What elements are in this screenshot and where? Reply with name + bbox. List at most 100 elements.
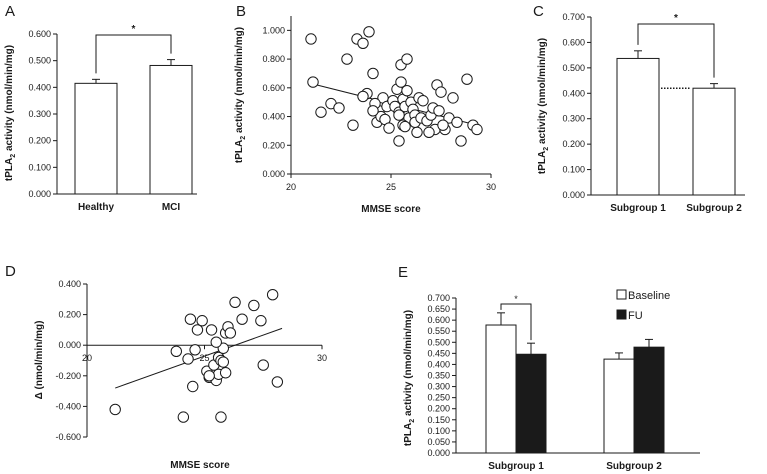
legend-swatch-fu [616, 309, 627, 320]
b-data-point [423, 126, 435, 139]
a-y-tick-label: 0.000 [28, 189, 51, 199]
b-y-tick-label: 0.400 [262, 112, 285, 122]
b-data-point [411, 126, 423, 139]
legend: Baseline FU [616, 289, 670, 322]
c-y-tick-label: 0.000 [562, 190, 585, 200]
e-y-tick-label: 0.050 [427, 437, 450, 447]
a-y-tick-label: 0.400 [28, 82, 51, 92]
d-data-point [189, 344, 201, 356]
d-y-tick-label: 0.000 [58, 340, 81, 350]
b-data-point [471, 123, 483, 136]
e-y-tick-label: 0.100 [427, 426, 450, 436]
d-data-point [187, 380, 199, 393]
b-data-point [357, 90, 369, 103]
b-data-point [367, 105, 379, 117]
b-data-point [341, 53, 353, 65]
e-bar-fu [515, 353, 547, 454]
e-y-tick-label: 0.200 [427, 404, 450, 414]
panel-e-y-axis-label: tPLA2 activity (nmol/min/mg) [403, 310, 416, 446]
a-significance-marker: * [132, 24, 136, 35]
b-data-point [401, 53, 413, 65]
b-data-point [399, 120, 411, 133]
b-data-point [357, 37, 369, 49]
e-y-tick-label: 0.650 [427, 304, 450, 314]
legend-swatch-baseline [616, 289, 627, 300]
d-data-point [271, 376, 284, 388]
e-category-label: Subgroup 2 [606, 461, 662, 472]
b-data-point [363, 26, 375, 38]
d-data-point [170, 345, 183, 358]
b-data-point [451, 116, 463, 128]
a-significance-bracket [95, 34, 172, 74]
e-y-tick-label: 0.250 [427, 393, 450, 403]
a-bar [149, 64, 193, 195]
d-data-point [203, 370, 215, 382]
b-data-point [437, 119, 449, 131]
c-y-tick-label: 0.400 [562, 88, 585, 98]
e-y-tick-label: 0.150 [427, 415, 450, 425]
d-data-point [177, 411, 190, 423]
b-data-point [383, 122, 395, 134]
b-x-tick-label: 30 [486, 182, 496, 192]
b-data-point [393, 135, 405, 147]
panel-label-c: C [533, 3, 544, 20]
d-data-point [109, 403, 121, 416]
c-significance-marker: * [674, 13, 678, 24]
a-category-label: MCI [162, 202, 181, 213]
b-data-point [393, 109, 405, 121]
panel-e: E tPLA2 activity (nmol/min/mg) Baseline … [398, 264, 700, 472]
a-bar [74, 82, 118, 195]
b-data-point [305, 33, 317, 45]
b-data-point [333, 102, 345, 114]
b-data-point [417, 95, 429, 107]
e-y-tick-label: 0.450 [427, 348, 450, 358]
d-x-tick-label: 25 [199, 353, 209, 363]
b-data-point [401, 84, 413, 97]
panel-b-y-axis-label: tPLA2 activity (nmol/min/mg) [234, 27, 247, 163]
panel-a-y-axis-label: tPLA2 activity (nmol/min/mg) [4, 45, 17, 181]
d-y-tick-label: -0.200 [55, 371, 81, 381]
b-data-point [461, 73, 473, 85]
d-data-point [210, 336, 222, 348]
c-bar [692, 87, 736, 196]
b-x-tick-label: 20 [286, 182, 296, 192]
c-y-tick-label: 0.100 [562, 165, 585, 175]
d-data-point [191, 324, 204, 336]
panel-b: B tPLA2 activity (nmol/min/mg) MMSE scor… [234, 3, 496, 215]
b-data-point [367, 67, 379, 80]
a-category-label: Healthy [78, 202, 115, 213]
panel-label-e: E [398, 264, 408, 281]
a-y-tick-label: 0.600 [28, 29, 51, 39]
d-data-point [196, 315, 208, 327]
b-data-point [395, 76, 407, 88]
d-data-point [236, 313, 248, 325]
c-category-label: Subgroup 1 [610, 203, 666, 214]
d-data-point [266, 289, 279, 301]
c-y-tick-label: 0.200 [562, 139, 585, 149]
e-bar-baseline [603, 358, 635, 454]
c-y-tick-label: 0.300 [562, 114, 585, 124]
legend-label-baseline: Baseline [628, 290, 670, 302]
d-x-tick-label: 30 [317, 353, 327, 363]
d-y-tick-label: 0.200 [58, 310, 81, 320]
e-y-tick-label: 0.350 [427, 371, 450, 381]
d-data-point [184, 313, 197, 325]
b-y-tick-label: 0.200 [262, 140, 285, 150]
e-significance-marker: * [514, 294, 518, 304]
d-data-point [224, 327, 237, 339]
e-y-tick-label: 0.700 [427, 293, 450, 303]
b-y-tick-label: 0.800 [262, 54, 285, 64]
b-data-point [447, 92, 459, 104]
c-y-tick-label: 0.600 [562, 37, 585, 47]
e-y-tick-label: 0.500 [427, 337, 450, 347]
c-category-label: Subgroup 2 [686, 203, 742, 214]
b-data-point [315, 106, 327, 118]
d-data-point [219, 367, 232, 379]
panel-d-y-axis-label: Δ (nmol/min/mg) [34, 321, 45, 400]
panel-label-d: D [5, 263, 16, 280]
e-y-tick-label: 0.600 [427, 315, 450, 325]
d-data-point [182, 353, 194, 365]
c-y-tick-label: 0.700 [562, 12, 585, 22]
b-y-tick-label: 0.000 [262, 169, 285, 179]
